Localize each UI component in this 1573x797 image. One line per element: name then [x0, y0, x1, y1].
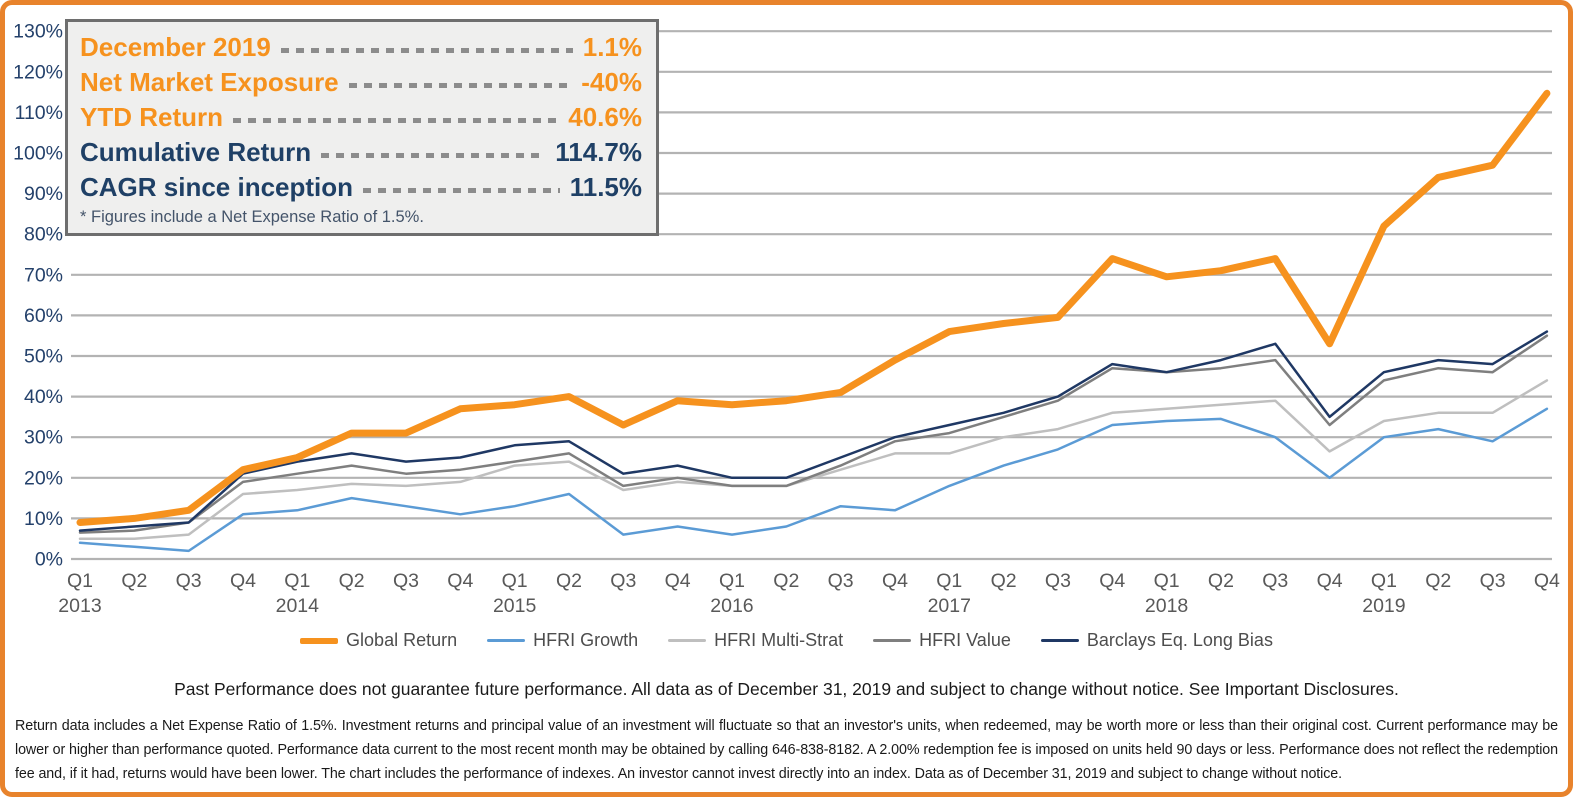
- y-tick-label: 30%: [24, 427, 63, 449]
- x-tick-label: Q3: [1262, 570, 1288, 592]
- stat-value: -40%: [581, 67, 642, 97]
- stat-label: December 2019: [80, 32, 271, 62]
- y-tick-label: 80%: [24, 224, 63, 246]
- x-tick-label: Q3: [176, 570, 202, 592]
- x-tick-label: Q1: [719, 570, 745, 592]
- legend-label: Barclays Eq. Long Bias: [1086, 630, 1273, 650]
- x-year-label: 2015: [493, 595, 537, 617]
- x-tick-label: Q4: [447, 570, 473, 592]
- x-tick-label: Q2: [773, 570, 799, 592]
- legend-label: HFRI Growth: [533, 630, 639, 650]
- summary-stats-box: December 2019 1.1% Net Market Exposure -…: [65, 19, 659, 236]
- y-tick-label: 0%: [35, 549, 63, 571]
- stat-row-ytd-return: YTD Return 40.6%: [80, 100, 642, 135]
- legend-swatch: [668, 639, 707, 642]
- stat-row-cumulative-return: Cumulative Return 114.7%: [80, 135, 642, 170]
- stat-row-month-return: December 2019 1.1%: [80, 30, 642, 65]
- y-tick-label: 110%: [15, 102, 63, 124]
- stat-value: 11.5%: [569, 172, 642, 202]
- legend-label: HFRI Multi-Strat: [714, 630, 844, 650]
- x-tick-label: Q3: [1480, 570, 1506, 592]
- legend-swatch: [873, 639, 912, 642]
- legend-item-hfri-value: HFRI Value: [873, 630, 1011, 651]
- legend-item-hfri-growth: HFRI Growth: [487, 630, 638, 651]
- series-line-hfri-multi-strat: [78, 379, 1549, 540]
- legend-swatch: [300, 637, 339, 644]
- disclaimer-fine-print: Return data includes a Net Expense Ratio…: [15, 718, 1558, 782]
- x-tick-label: Q1: [1154, 570, 1180, 592]
- legend-item-global-return: Global Return: [300, 630, 457, 651]
- series-line-barclays-eq-long-bias: [78, 330, 1549, 532]
- x-tick-label: Q4: [1317, 570, 1343, 592]
- x-tick-label: Q1: [67, 570, 93, 592]
- stat-value: 40.6%: [568, 102, 642, 132]
- series-line-hfri-growth: [78, 407, 1549, 553]
- dotted-leader: [280, 48, 573, 53]
- y-tick-label: 40%: [24, 386, 63, 408]
- stat-label: CAGR since inception: [80, 172, 354, 202]
- legend-item-barclays-eq-long-bias: Barclays Eq. Long Bias: [1040, 630, 1273, 651]
- legend-label: HFRI Value: [919, 630, 1011, 650]
- stat-label: Cumulative Return: [80, 137, 312, 167]
- legend-swatch: [487, 639, 526, 642]
- x-tick-label: Q4: [665, 570, 691, 592]
- y-tick-label: 130%: [13, 21, 63, 43]
- x-year-label: 2014: [276, 595, 320, 617]
- dotted-leader: [321, 153, 546, 158]
- legend-swatch: [1040, 639, 1079, 642]
- x-tick-label: Q2: [1425, 570, 1451, 592]
- y-tick-label: 90%: [24, 183, 63, 205]
- line-chart-canvas: 0% 10% 20% 30% 40% 50% 60% 70% 80% 90% 100% 110% 120…: [13, 21, 1560, 617]
- series-line-global-return: [76, 89, 1551, 526]
- series-line-hfri-value: [78, 334, 1549, 534]
- dotted-leader: [363, 188, 560, 193]
- x-year-label: 2019: [1362, 595, 1405, 617]
- stat-row-net-market-exposure: Net Market Exposure -40%: [80, 65, 642, 100]
- x-year-label: 2018: [1145, 595, 1188, 617]
- chart-legend: Global Return HFRI Growth HFRI Multi-Strat…: [5, 628, 1568, 653]
- x-year-label: 2017: [928, 595, 971, 617]
- y-tick-label: 100%: [13, 143, 63, 165]
- dotted-leader: [233, 118, 559, 123]
- x-tick-label: Q1: [502, 570, 528, 592]
- x-year-label: 2016: [710, 595, 753, 617]
- expense-ratio-footnote: * Figures include a Net Expense Ratio of…: [80, 208, 424, 226]
- x-tick-label: Q3: [1045, 570, 1071, 592]
- x-tick-label: Q2: [556, 570, 582, 592]
- stat-row-cagr: CAGR since inception 11.5%: [80, 170, 642, 205]
- x-tick-label: Q4: [230, 570, 256, 592]
- y-tick-label: 10%: [24, 508, 63, 530]
- stat-label: YTD Return: [80, 102, 223, 132]
- x-tick-label: Q2: [121, 570, 147, 592]
- cumulative-return-chart: 0% 10% 20% 30% 40% 50% 60% 70% 80% 90% 100% 110% 120…: [5, 5, 1568, 620]
- y-tick-label: 120%: [13, 61, 63, 83]
- x-tick-label: Q2: [339, 570, 365, 592]
- x-tick-label: Q2: [991, 570, 1017, 592]
- x-tick-label: Q4: [1099, 570, 1125, 592]
- stat-value: 114.7%: [555, 137, 642, 167]
- y-tick-label: 50%: [24, 346, 63, 368]
- x-tick-label: Q1: [1371, 570, 1397, 592]
- legend-label: Global Return: [346, 630, 458, 650]
- performance-note: Past Performance does not guarantee futu…: [174, 679, 1399, 699]
- x-year-label: 2013: [58, 595, 101, 617]
- y-tick-label: 20%: [24, 467, 63, 489]
- x-tick-label: Q1: [936, 570, 962, 592]
- x-tick-label: Q3: [828, 570, 854, 592]
- stat-value: 1.1%: [582, 32, 642, 62]
- x-tick-label: Q3: [393, 570, 419, 592]
- y-tick-label: 60%: [24, 305, 63, 327]
- stat-label: Net Market Exposure: [80, 67, 339, 97]
- x-tick-label: Q4: [1534, 570, 1560, 592]
- x-tick-label: Q4: [882, 570, 908, 592]
- x-tick-label: Q3: [610, 570, 636, 592]
- dotted-leader: [348, 83, 572, 88]
- x-tick-label: Q2: [1208, 570, 1234, 592]
- x-tick-label: Q1: [284, 570, 310, 592]
- y-tick-label: 70%: [24, 264, 63, 286]
- legend-item-hfri-multi-strat: HFRI Multi-Strat: [668, 630, 843, 651]
